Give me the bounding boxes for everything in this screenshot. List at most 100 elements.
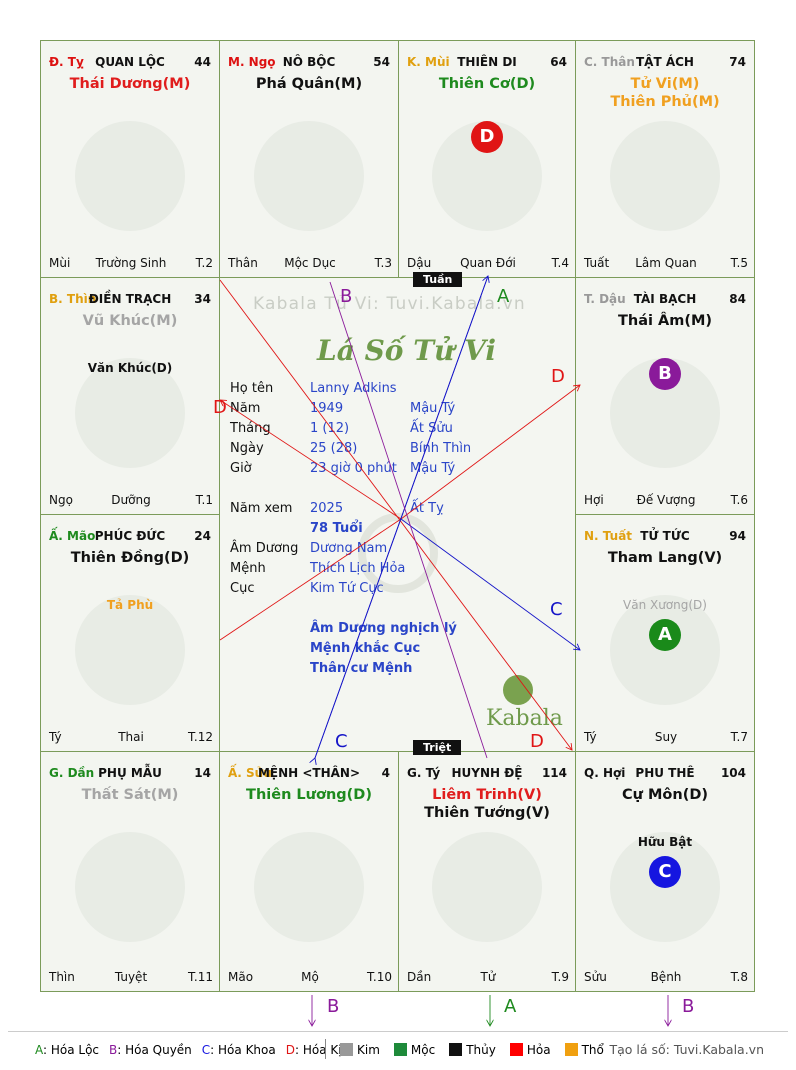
transform-badge: D [471,121,503,153]
major-star: Phá Quân(M) [255,76,363,92]
element-swatch [509,1043,523,1056]
info-label: Tháng [230,421,271,436]
palace-cell[interactable]: G. Dần PHỤ MẪU 14 Thất Sát(M) Thìn Tuyệt T.11 [40,751,220,992]
palace-cell[interactable]: Q. Hợi PHU THÊ 104 Cự Môn(D) Hữu Bật C Sửu Bệnh… [575,751,755,992]
info-value: 23 giờ 0 phút [310,461,397,476]
info-value: Thích Lịch Hỏa [310,561,406,576]
cycle-branch: Tý [584,730,597,744]
major-star: Liêm Trinh(V) [432,787,542,803]
cycle-branch: Thân [228,256,258,270]
palace-cell[interactable]: C. Thân TẬT ÁCH 74 Tử Vi(M) Thiên Phủ(M) Tuất… [575,40,755,278]
info-value: 25 (28) [310,441,358,456]
palace-name: ĐIỀN TRẠCH [88,292,172,306]
legend-element-text: Kim [357,1043,380,1057]
info-label: Âm Dương [230,541,299,556]
major-star: Cự Môn(D) [621,787,709,803]
info-label: Năm [230,401,261,416]
palace-cell[interactable]: K. Mùi THIÊN DI 64 Thiên Cơ(D) D Dậu Quan Đới T… [398,40,576,278]
info-value: Dương Nam [310,541,388,556]
palace-number: T.7 [730,730,748,744]
arrow-label: C [550,599,563,620]
arrow-label: D [213,397,227,418]
info-label: Họ tên [230,381,274,396]
arrow-label: C [335,731,348,752]
zodiac-watermark-icon [432,832,542,942]
legend-key: A: Hóa Lộc [35,1043,99,1057]
palace-footer: Tý Thai T.12 [49,730,213,745]
arrow-label: B [682,996,695,1017]
palace-branch: T. Dậu [584,292,626,306]
palace-age: 64 [550,55,567,69]
info-label: Mệnh [230,561,266,576]
palace-footer: Dần Tử T.9 [407,970,569,985]
palace-header: G. Dần PHỤ MẪU 14 [49,766,211,782]
cycle-branch: Hợi [584,493,604,507]
cycle-branch: Dậu [407,256,432,270]
info-value-alt: Mậu Tý [410,461,456,476]
palace-number: T.6 [730,493,748,507]
zodiac-watermark-icon [75,832,185,942]
info-value: 2025 [310,501,344,516]
brand-tree-icon [503,675,533,705]
legend-elements: Kim Mộc Thủy Hỏa Thổ [340,1043,618,1057]
cycle-branch: Mùi [49,256,71,270]
palace-cell[interactable]: T. Dậu TÀI BẠCH 84 Thái Âm(M) B Hợi Đế Vượng T.… [575,277,755,515]
legend-key: B: Hóa Quyền [109,1043,192,1057]
palace-cell[interactable]: M. Ngọ NÔ BỘC 54 Phá Quân(M) Thân Mộc Dục T.3 [219,40,399,278]
major-star: Thiên Tướng(V) [424,805,550,821]
palace-age: 44 [194,55,211,69]
center-panel: Kabala Tử Vi: Tuvi.Kabala.vn Lá Số Tử Vi K… [219,272,576,755]
legend-key-letter: C [201,1043,211,1057]
palace-branch: K. Mùi [407,55,450,69]
legend-key-text: : Hóa Quyền [117,1043,192,1057]
palace-footer: Thân Mộc Dục T.3 [228,256,392,271]
palace-age: 94 [729,529,746,543]
palace-cell[interactable]: Ấ. Sửu MỆNH <THÂN> 4 Thiên Lương(D) Mão Mộ T.1… [219,751,399,992]
site-credit: Tạo lá số: Tuvi.Kabala.vn [609,1042,764,1057]
cycle-branch: Dần [407,970,432,984]
palace-name: HUYNH ĐỆ [451,766,523,780]
palace-age: 14 [194,766,211,780]
palace-header: C. Thân TẬT ÁCH 74 [584,55,746,71]
palace-number: T.3 [374,256,392,270]
zodiac-watermark-icon [75,595,185,705]
life-stage: Dưỡng [111,493,151,507]
transform-badge: C [649,856,681,888]
palace-footer: Sửu Bệnh T.8 [584,970,748,985]
palace-cell[interactable]: N. Tuất TỬ TỨC 94 Tham Lang(V) Văn Xương(D) A… [575,514,755,752]
watermark-text: Kabala Tử Vi: Tuvi.Kabala.vn [253,294,526,314]
zodiac-watermark-icon [254,832,364,942]
palace-footer: Hợi Đế Vượng T.6 [584,493,748,508]
palace-number: T.8 [730,970,748,984]
palace-footer: Dậu Quan Đới T.4 [407,256,569,271]
palace-age: 74 [729,55,746,69]
arrow-label: A [504,996,517,1017]
minor-star: Văn Xương(D) [623,598,707,612]
info-value: Lanny Adkins [310,381,397,396]
palace-age: 84 [729,292,746,306]
palace-name: TÀI BẠCH [633,292,697,306]
legend-key-text: : Hóa Khoa [210,1043,276,1057]
logo-text: Lá Số Tử Vi [317,334,497,367]
major-star: Tử Vi(M) [630,76,700,92]
palace-branch: C. Thân [584,55,635,69]
minor-star: Văn Khúc(D) [87,361,173,375]
palace-cell[interactable]: Đ. Tỵ QUAN LỘC 44 Thái Dương(M) Mùi Trường Si… [40,40,220,278]
life-stage: Đế Vượng [636,493,696,507]
info-label: Năm xem [230,501,293,516]
legend-key: C: Hóa Khoa [202,1043,276,1057]
info-value: 1 (12) [310,421,350,436]
palace-cell[interactable]: G. Tý HUYNH ĐỆ 114 Liêm Trinh(V) Thiên Tướng… [398,751,576,992]
arrow-label: D [530,731,544,752]
major-star: Thiên Lương(D) [246,787,372,803]
cycle-branch: Mão [228,970,254,984]
major-star: Thất Sát(M) [81,787,179,803]
palace-header: Ấ. Mão PHÚC ĐỨC 24 [49,529,211,545]
palace-footer: Ngọ Dưỡng T.1 [49,493,213,508]
palace-cell[interactable]: B. Thìn ĐIỀN TRẠCH 34 Vũ Khúc(M) Văn Khúc(D)… [40,277,220,515]
palace-age: 114 [541,766,567,780]
info-value-alt: Mậu Tý [410,401,456,416]
palace-name: PHỤ MẪU [98,766,162,780]
legend-element: Hỏa [509,1043,551,1057]
palace-cell[interactable]: Ấ. Mão PHÚC ĐỨC 24 Thiên Đồng(D) Tả Phù Tý Tha… [40,514,220,752]
